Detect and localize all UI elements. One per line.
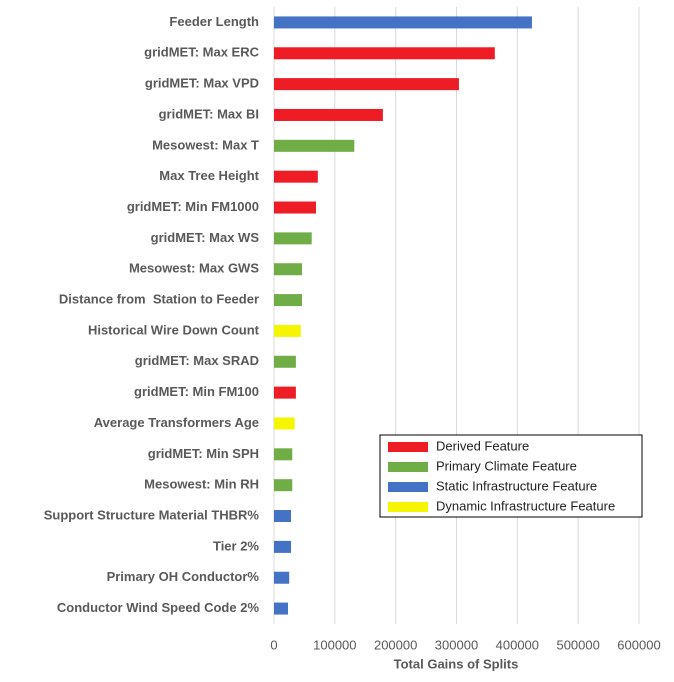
- legend-label: Derived Feature: [436, 438, 529, 453]
- y-tick-label: Tier 2%: [213, 538, 259, 553]
- bar: [274, 47, 495, 60]
- bar: [274, 417, 295, 430]
- y-tick-label: Conductor Wind Speed Code 2%: [57, 600, 260, 615]
- y-tick-label: Average Transformers Age: [94, 415, 259, 430]
- legend-label: Primary Climate Feature: [436, 458, 577, 473]
- y-tick-label: Mesowest: Max T: [152, 137, 259, 152]
- x-tick-label: 500000: [556, 637, 599, 652]
- y-tick-label: gridMET: Max WS: [151, 230, 260, 245]
- bar: [274, 201, 316, 214]
- x-tick-label: 0: [270, 637, 277, 652]
- bar: [274, 355, 296, 368]
- y-tick-label: gridMET: Min FM100: [134, 384, 259, 399]
- y-tick-label: Primary OH Conductor%: [107, 569, 260, 584]
- bar: [274, 294, 302, 307]
- x-tick-label: 600000: [617, 637, 660, 652]
- x-axis-label: Total Gains of Splits: [394, 656, 519, 671]
- bar: [274, 540, 292, 553]
- bar: [274, 510, 292, 523]
- bar: [274, 78, 459, 91]
- y-tick-label: gridMET: Max ERC: [144, 45, 259, 60]
- bar: [274, 263, 302, 276]
- y-tick-label: Distance from Station to Feeder: [59, 292, 259, 307]
- bar: [274, 386, 296, 399]
- legend-swatch: [388, 482, 428, 492]
- bar: [274, 139, 355, 152]
- bar: [274, 448, 293, 461]
- y-tick-label: Feeder Length: [169, 14, 259, 29]
- y-tick-label: Historical Wire Down Count: [88, 322, 260, 337]
- bar: [274, 16, 532, 29]
- y-tick-label: Mesowest: Min RH: [144, 477, 259, 492]
- bar: [274, 602, 288, 615]
- y-tick-label: gridMET: Max VPD: [145, 76, 259, 91]
- legend-label: Static Infrastructure Feature: [436, 478, 597, 493]
- legend-label: Dynamic Infrastructure Feature: [436, 498, 615, 513]
- y-tick-label: gridMET: Max SRAD: [135, 353, 259, 368]
- legend-swatch: [388, 442, 428, 452]
- bar: [274, 108, 383, 121]
- bar: [274, 571, 290, 584]
- y-tick-label: gridMET: Max BI: [159, 106, 259, 121]
- bar: [274, 232, 312, 245]
- bar: [274, 170, 318, 183]
- y-tick-label: gridMET: Min SPH: [148, 446, 259, 461]
- x-tick-label: 300000: [435, 637, 478, 652]
- legend-swatch: [388, 502, 428, 512]
- y-tick-label: Mesowest: Max GWS: [129, 261, 259, 276]
- legend-swatch: [388, 462, 428, 472]
- bar: [274, 479, 293, 492]
- y-tick-label: Max Tree Height: [159, 168, 259, 183]
- y-tick-label: Support Structure Material THBR%: [44, 507, 260, 522]
- x-tick-label: 400000: [496, 637, 539, 652]
- x-tick-label: 200000: [374, 637, 417, 652]
- x-tick-label: 100000: [313, 637, 356, 652]
- bar: [274, 324, 301, 337]
- y-tick-label: gridMET: Min FM1000: [127, 199, 259, 214]
